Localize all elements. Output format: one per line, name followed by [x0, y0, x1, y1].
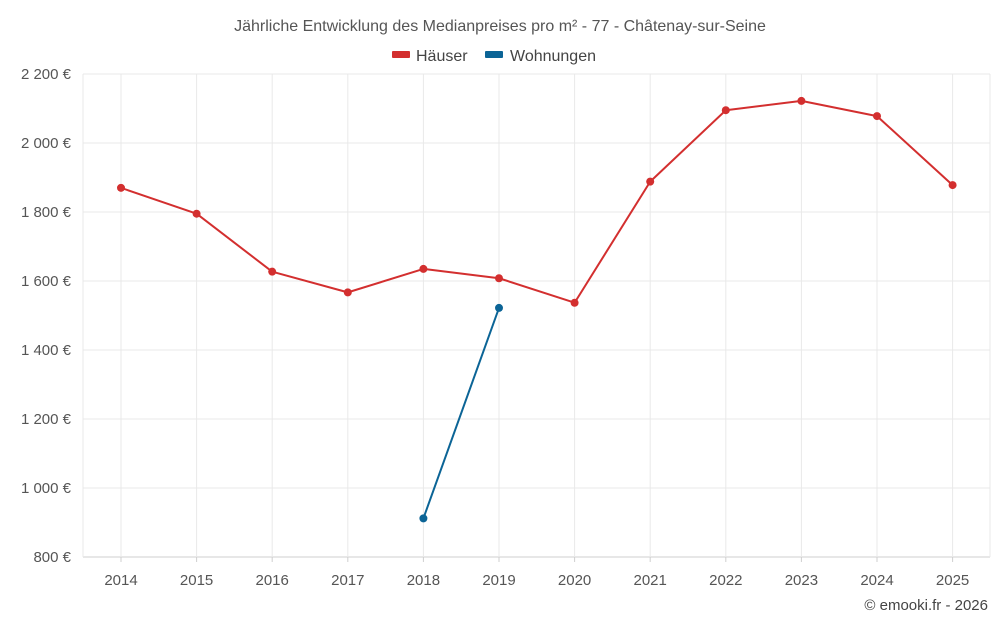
x-tick-label: 2014 — [104, 572, 137, 589]
x-tick-label: 2015 — [180, 572, 213, 589]
x-axis: 2014 2015 2016 2017 2018 2019 2020 2021 2022 2023… — [104, 557, 969, 589]
data-point-haeuser[interactable] — [873, 112, 881, 121]
data-point-haeuser[interactable] — [495, 274, 503, 283]
data-point-haeuser[interactable] — [268, 267, 277, 276]
data-point-haeuser[interactable] — [343, 288, 352, 297]
legend: Häuser Wohnungen — [392, 48, 596, 65]
x-tick-label: 2020 — [558, 572, 591, 589]
gridlines — [82, 73, 991, 558]
x-tick-label: 2019 — [482, 572, 515, 589]
x-tick-label: 2023 — [785, 572, 818, 589]
y-tick-label: 1 600 € — [21, 273, 72, 290]
y-tick-label: 1 200 € — [21, 411, 72, 428]
legend-swatch-haeuser — [392, 51, 410, 58]
x-tick-label: 2024 — [860, 572, 893, 589]
legend-item-haeuser[interactable]: Häuser — [392, 48, 468, 65]
legend-item-wohnungen[interactable]: Wohnungen — [485, 48, 596, 65]
series-line-haeuser — [120, 99, 954, 304]
data-point-wohnungen[interactable] — [419, 514, 428, 523]
y-tick-label: 1 400 € — [21, 342, 72, 359]
data-point-haeuser[interactable] — [948, 181, 957, 190]
series-haeuser — [117, 96, 957, 307]
y-tick-label: 2 200 € — [21, 66, 72, 83]
data-point-wohnungen[interactable] — [495, 303, 503, 312]
y-tick-label: 2 000 € — [21, 135, 72, 152]
chart-title: Jährliche Entwicklung des Medianpreises … — [234, 18, 766, 35]
series-wohnungen — [419, 303, 503, 523]
series-layer — [117, 96, 957, 523]
y-tick-label: 800 € — [33, 549, 71, 566]
legend-swatch-wohnungen — [485, 51, 503, 58]
x-tick-label: 2025 — [936, 572, 969, 589]
y-tick-label: 1 000 € — [21, 480, 72, 497]
data-point-haeuser[interactable] — [117, 183, 125, 192]
y-axis: 800 € 1 000 € 1 200 € 1 400 € 1 600 € 1 800 €… — [21, 66, 72, 566]
x-tick-label: 2016 — [256, 572, 289, 589]
legend-label-haeuser: Häuser — [416, 48, 468, 65]
x-tick-label: 2021 — [634, 572, 667, 589]
x-tick-label: 2022 — [709, 572, 742, 589]
credit-text: © emooki.fr - 2026 — [864, 597, 988, 614]
data-point-haeuser[interactable] — [797, 96, 806, 105]
data-point-haeuser[interactable] — [419, 264, 428, 273]
data-point-haeuser[interactable] — [192, 209, 201, 218]
legend-label-wohnungen: Wohnungen — [510, 48, 596, 65]
data-point-haeuser[interactable] — [570, 298, 579, 307]
data-point-haeuser[interactable] — [721, 106, 730, 115]
y-tick-label: 1 800 € — [21, 204, 72, 221]
data-point-haeuser[interactable] — [646, 177, 655, 186]
series-line-wohnungen — [422, 307, 500, 519]
x-tick-label: 2018 — [407, 572, 440, 589]
x-tick-label: 2017 — [331, 572, 364, 589]
